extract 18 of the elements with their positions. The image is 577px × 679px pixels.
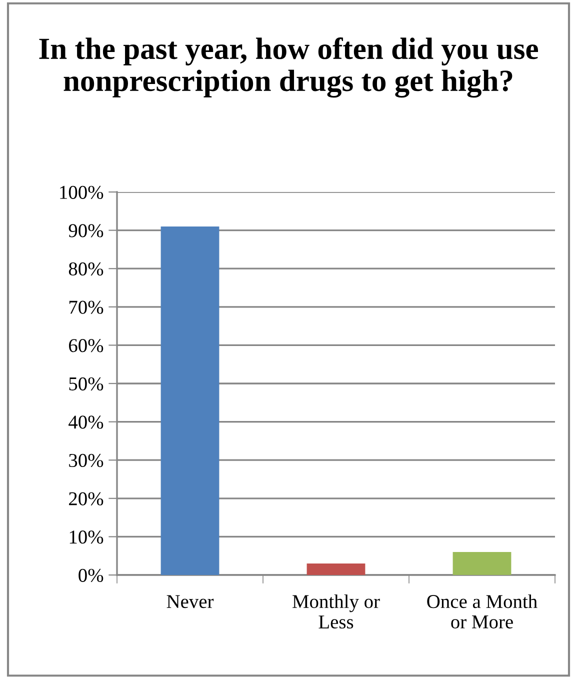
y-tick-label: 20% bbox=[69, 492, 104, 506]
y-tick-label: 80% bbox=[68, 262, 104, 276]
y-tick-label: 60% bbox=[69, 339, 104, 352]
bar bbox=[452, 552, 512, 575]
y-tick-label: 100% bbox=[60, 186, 104, 199]
bar bbox=[306, 564, 366, 575]
y-tick-label: 90% bbox=[68, 224, 104, 238]
y-tick-label: 30% bbox=[69, 454, 104, 468]
y-tick-label: 70% bbox=[69, 300, 104, 314]
y-tick-label: 40% bbox=[68, 416, 104, 429]
x-tick-label: Once a Month or More bbox=[427, 594, 538, 628]
x-tick-label: Monthly or Less bbox=[292, 594, 380, 629]
bar bbox=[160, 226, 220, 575]
x-tick-label: Never bbox=[166, 595, 214, 608]
y-tick-label: 10% bbox=[70, 530, 104, 544]
y-tick-label: 50% bbox=[69, 377, 104, 390]
y-tick-label: 0% bbox=[78, 568, 104, 582]
chart-title: In the past year, how often did you use nonprescription drugs to get high? bbox=[39, 37, 538, 98]
